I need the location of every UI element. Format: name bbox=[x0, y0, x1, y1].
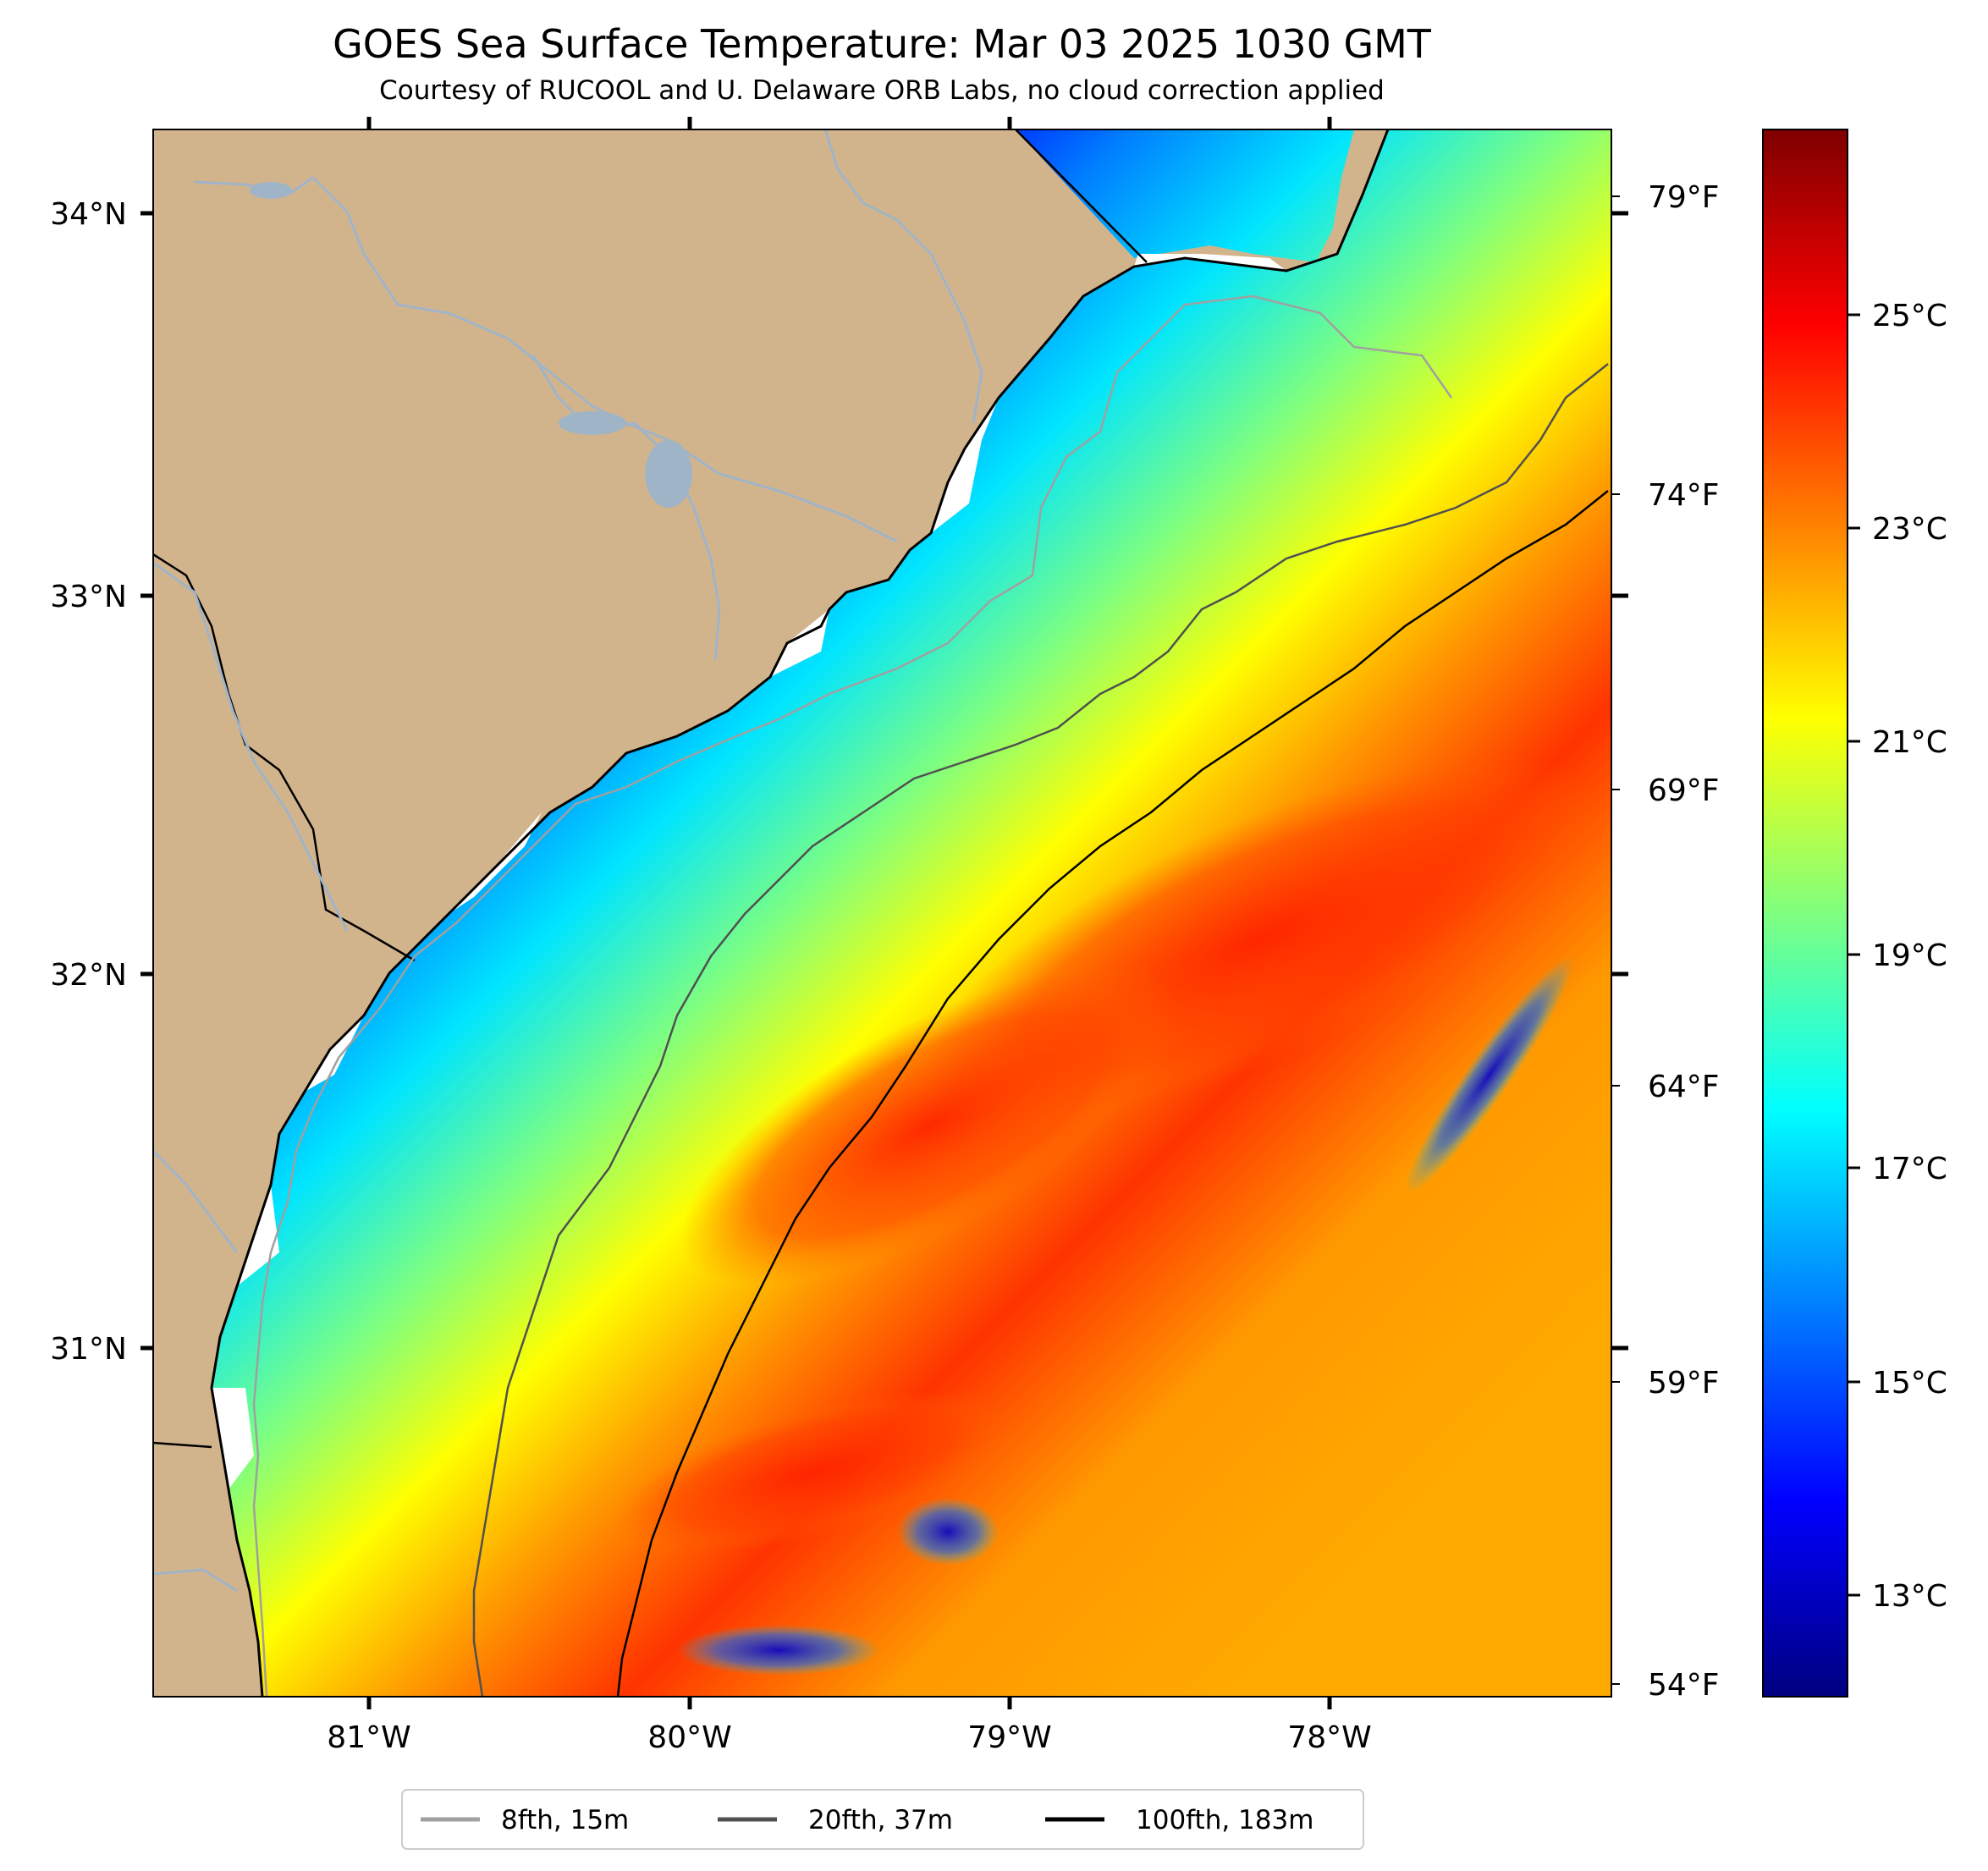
state-border-sc-ga bbox=[153, 553, 416, 962]
river-waccamaw bbox=[823, 129, 983, 424]
f-label-79: 79°F bbox=[1648, 180, 1720, 215]
lon-label-80: 80°W bbox=[647, 1720, 731, 1755]
lake-moultrie bbox=[559, 411, 626, 435]
legend-label-8fth: 8fth, 15m bbox=[501, 1805, 629, 1835]
lon-label-78: 78°W bbox=[1287, 1720, 1371, 1755]
cb-label-23: 23°C bbox=[1872, 512, 1947, 547]
f-label-69: 69°F bbox=[1648, 773, 1720, 808]
legend: 8fth, 15m 20fth, 37m 100fth, 183m bbox=[401, 1789, 1364, 1850]
lake-marion bbox=[645, 440, 692, 508]
river-altamaha bbox=[153, 1149, 239, 1253]
state-border-nc-sc bbox=[1015, 129, 1148, 263]
land-mass bbox=[153, 129, 1388, 1697]
legend-label-20fth: 20fth, 37m bbox=[808, 1805, 953, 1835]
coastline bbox=[210, 129, 1390, 1697]
lake-north bbox=[250, 182, 292, 199]
lat-label-34: 34°N bbox=[50, 197, 127, 232]
state-border-ga-fl bbox=[153, 1441, 212, 1449]
cb-label-13: 13°C bbox=[1872, 1579, 1947, 1614]
axis-ticks bbox=[140, 117, 1628, 1709]
cold-filament-east bbox=[1405, 955, 1574, 1194]
lon-label-81: 81°W bbox=[327, 1720, 410, 1755]
colorbar-ticks bbox=[1848, 313, 1860, 1597]
cb-label-15: 15°C bbox=[1872, 1366, 1947, 1400]
cb-label-19: 19°C bbox=[1872, 938, 1947, 973]
warm-core-south bbox=[615, 1391, 1010, 1554]
lat-label-32: 32°N bbox=[50, 958, 127, 993]
lon-label-79: 79°W bbox=[967, 1720, 1051, 1755]
legend-label-100fth: 100fth, 183m bbox=[1136, 1805, 1313, 1835]
f-label-54: 54°F bbox=[1648, 1668, 1720, 1703]
cold-eddy-south bbox=[897, 1498, 999, 1566]
f-label-64: 64°F bbox=[1648, 1070, 1720, 1104]
map-frame bbox=[152, 129, 1612, 1698]
river-pee-dee bbox=[194, 176, 898, 543]
isobath-20fth bbox=[472, 363, 1609, 1697]
cb-label-21: 21°C bbox=[1872, 725, 1947, 760]
cb-label-25: 25°C bbox=[1872, 299, 1947, 333]
map-area bbox=[153, 129, 1611, 1697]
cb-label-17: 17°C bbox=[1872, 1152, 1947, 1186]
lat-label-33: 33°N bbox=[50, 580, 127, 614]
legend-box bbox=[401, 1789, 1364, 1850]
isobath-8fth bbox=[252, 294, 1453, 1697]
river-savannah bbox=[153, 561, 349, 932]
colorbar bbox=[1762, 129, 1848, 1698]
cold-patch-south bbox=[677, 1625, 880, 1676]
f-label-74: 74°F bbox=[1648, 478, 1720, 513]
map-title: GOES Sea Surface Temperature: Mar 03 202… bbox=[333, 21, 1432, 67]
isobath-100fth bbox=[616, 490, 1609, 1697]
f-label-59: 59°F bbox=[1648, 1366, 1720, 1400]
lat-label-31: 31°N bbox=[50, 1332, 127, 1367]
river-st-marys bbox=[153, 1568, 238, 1593]
map-subtitle: Courtesy of RUCOOL and U. Delaware ORB L… bbox=[379, 75, 1385, 106]
